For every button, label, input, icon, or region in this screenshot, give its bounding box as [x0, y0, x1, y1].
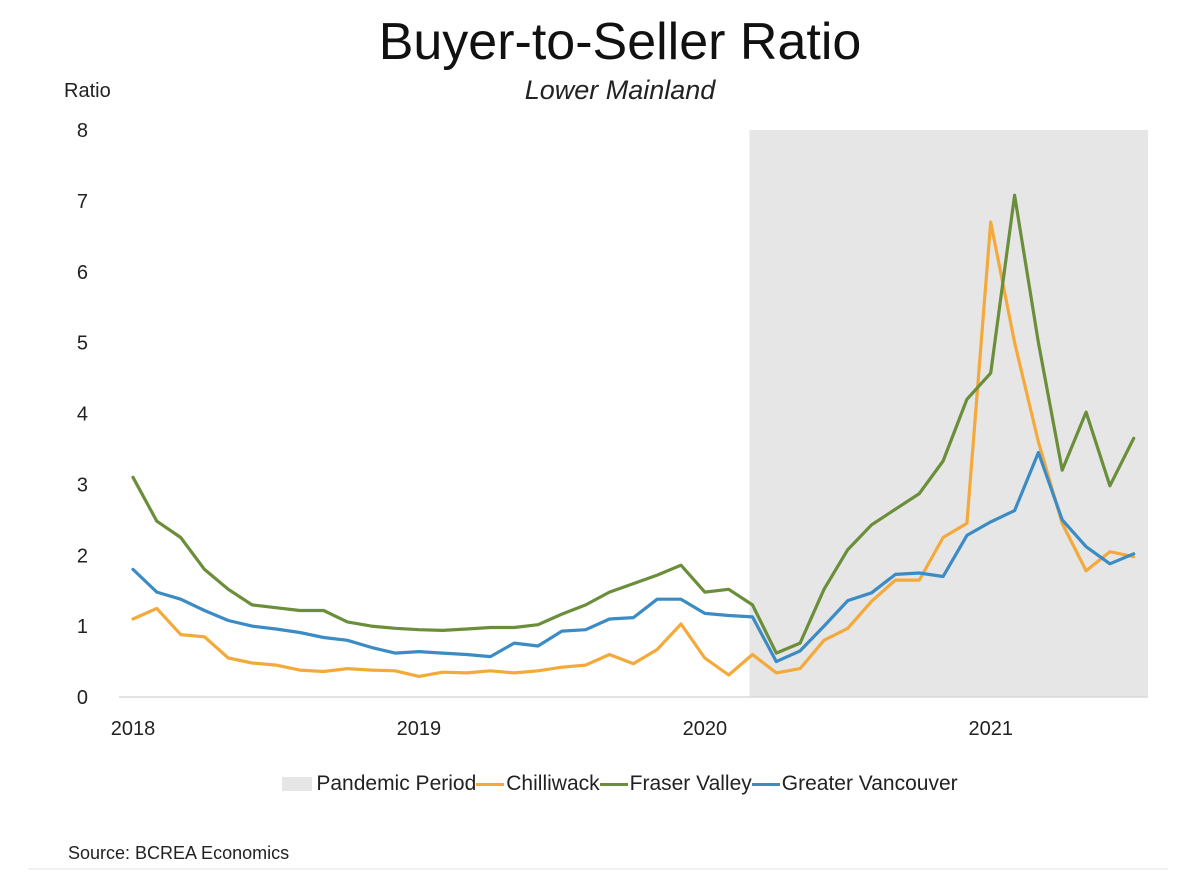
x-tick-label: 2018 [111, 718, 156, 740]
series-line-fraser-valley [131, 193, 1136, 655]
x-tick-label: 2021 [968, 718, 1013, 740]
y-axis-title: Ratio [64, 80, 111, 102]
legend-item-fraser-valley: Fraser Valley [599, 772, 752, 796]
legend-label-chilliwack: Chilliwack [506, 772, 600, 795]
legend-item-chilliwack: Chilliwack [476, 772, 600, 796]
y-tick-label: 5 [77, 333, 88, 355]
legend-label-pandemic: Pandemic Period [316, 772, 477, 795]
source-note: Source: BCREA Economics [68, 843, 290, 863]
y-tick-label: 3 [77, 474, 88, 496]
chart-subtitle: Lower Mainland [524, 75, 716, 105]
series-line-chilliwack [131, 220, 1136, 679]
pandemic-period-region [749, 130, 1148, 697]
legend-item-pandemic: Pandemic Period [282, 772, 476, 796]
y-tick-label: 8 [77, 120, 88, 142]
chart-title: Buyer-to-Seller Ratio [378, 13, 862, 71]
footer-divider [28, 868, 1168, 870]
y-tick-label: 0 [77, 687, 88, 709]
legend-swatch-greater-vancouver [751, 782, 780, 786]
legend-swatch-fraser-valley [599, 782, 628, 786]
x-tick-label: 2019 [397, 718, 442, 740]
series-line-greater-vancouver [131, 450, 1136, 664]
legend-swatch-pandemic [282, 777, 313, 791]
legend-item-greater-vancouver: Greater Vancouver [751, 772, 958, 796]
y-tick-label: 7 [77, 191, 88, 213]
y-tick-label: 2 [77, 545, 88, 567]
legend-swatch-chilliwack [476, 782, 505, 786]
y-tick-label: 1 [77, 616, 88, 638]
y-tick-label: 4 [77, 404, 88, 426]
legend-label-fraser-valley: Fraser Valley [629, 772, 752, 795]
x-tick-label: 2020 [683, 718, 728, 740]
y-tick-label: 6 [77, 262, 88, 284]
legend-label-greater-vancouver: Greater Vancouver [781, 772, 958, 795]
legend: Pandemic Period Chilliwack Fraser Valley… [0, 772, 1190, 796]
